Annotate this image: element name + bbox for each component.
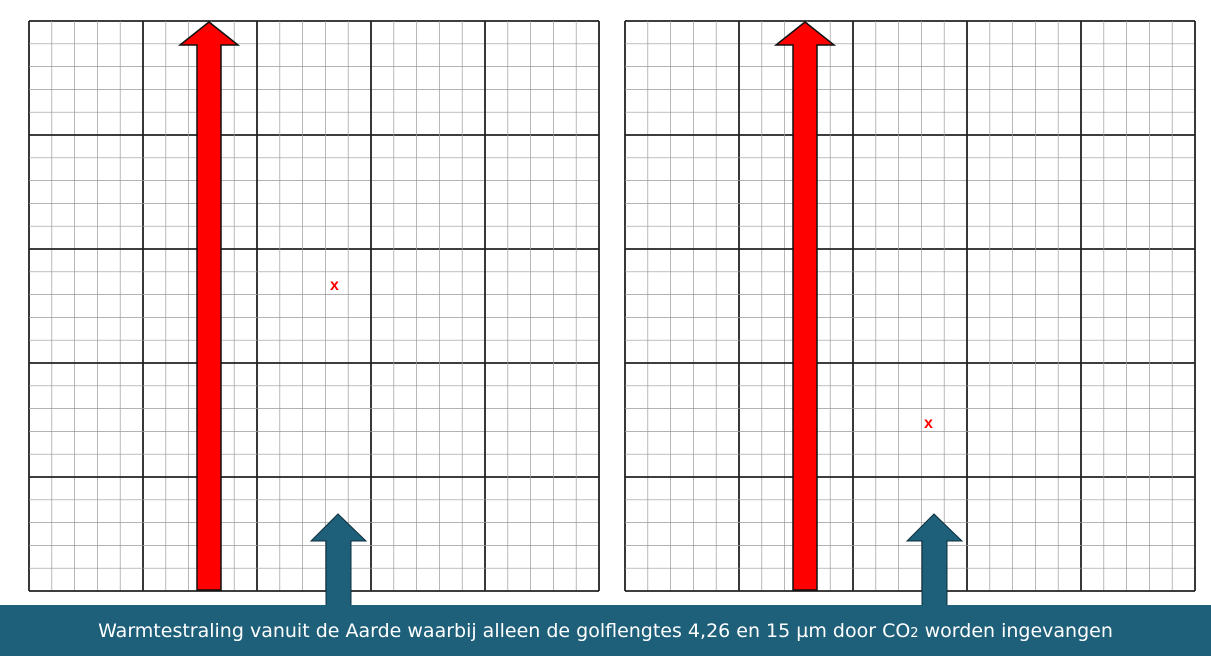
caption-text: Warmtestraling vanuit de Aarde waarbij a… xyxy=(98,620,1113,642)
blue-upward-arrow xyxy=(309,513,368,616)
red-upward-arrow xyxy=(177,21,241,591)
caption-bar: Warmtestraling vanuit de Aarde waarbij a… xyxy=(0,605,1211,656)
red-upward-arrow xyxy=(773,21,837,591)
grid-panel-right: x xyxy=(624,20,1196,616)
x-marker: x xyxy=(924,415,933,432)
caption-text-start: Warmtestraling vanuit de Aarde waarbij a… xyxy=(98,619,911,642)
x-marker: x xyxy=(330,277,339,294)
caption-text-end: worden ingevangen xyxy=(918,619,1113,642)
caption-subscript: 2 xyxy=(910,625,919,641)
graph-paper-grid xyxy=(28,20,600,592)
grid-panel-left: x xyxy=(28,20,600,616)
blue-upward-arrow xyxy=(905,513,964,616)
